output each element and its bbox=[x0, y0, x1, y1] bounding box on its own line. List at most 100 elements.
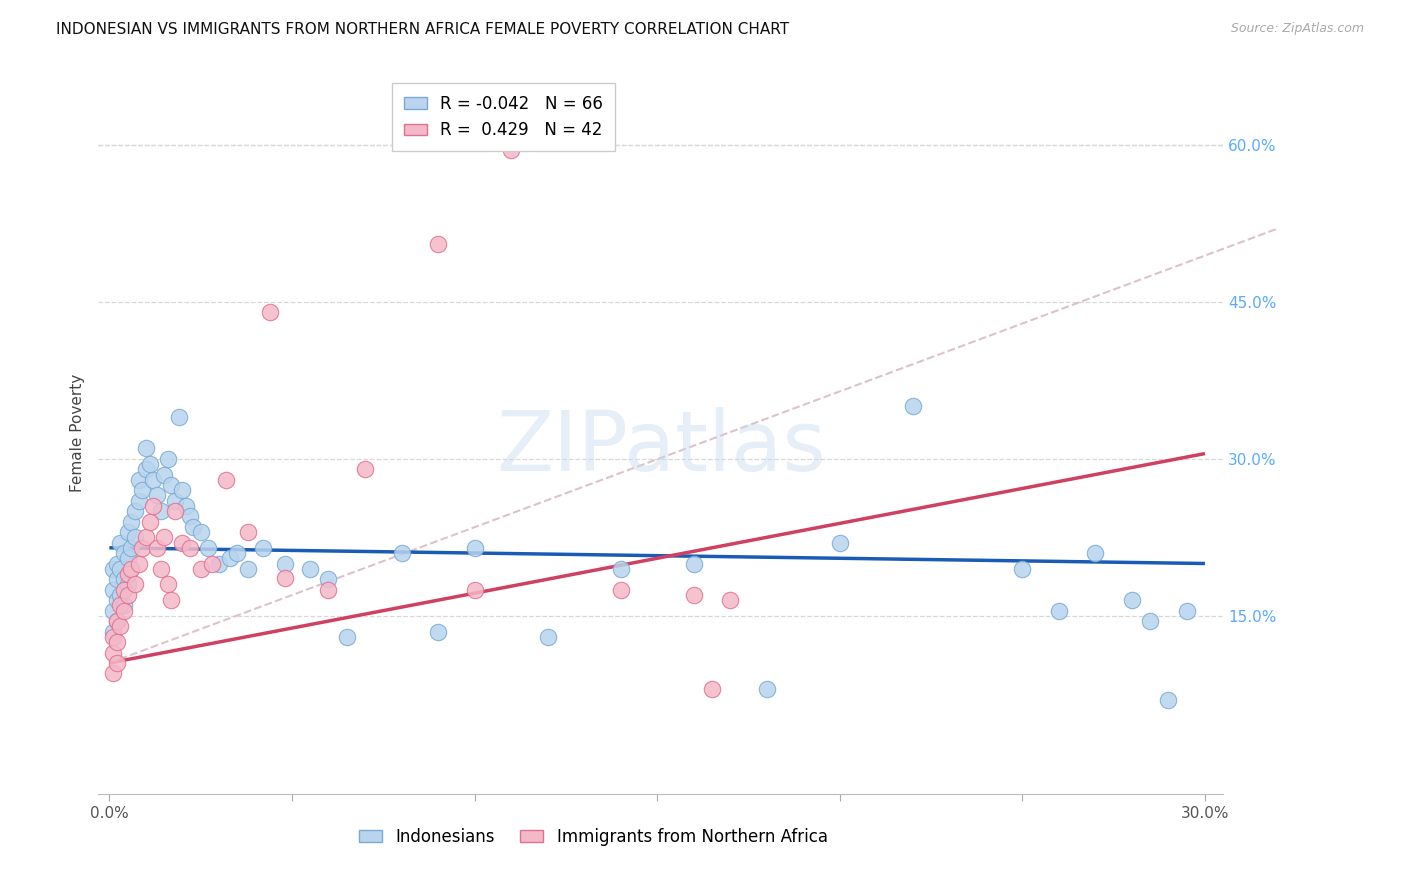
Point bbox=[120, 541, 142, 555]
Point bbox=[135, 462, 157, 476]
Point bbox=[117, 551, 139, 566]
Point bbox=[101, 630, 124, 644]
Point bbox=[172, 535, 194, 549]
Point bbox=[299, 562, 322, 576]
Point bbox=[110, 588, 132, 602]
Point bbox=[165, 493, 187, 508]
Point bbox=[124, 577, 146, 591]
Point bbox=[427, 237, 450, 252]
Point bbox=[536, 630, 558, 644]
Point bbox=[174, 499, 197, 513]
Point bbox=[236, 562, 259, 576]
Point bbox=[165, 504, 187, 518]
Point bbox=[755, 682, 778, 697]
Text: INDONESIAN VS IMMIGRANTS FROM NORTHERN AFRICA FEMALE POVERTY CORRELATION CHART: INDONESIAN VS IMMIGRANTS FROM NORTHERN A… bbox=[56, 22, 789, 37]
Point bbox=[117, 566, 139, 581]
Point bbox=[105, 614, 128, 628]
Point bbox=[391, 546, 413, 560]
Point bbox=[901, 400, 924, 414]
Point bbox=[120, 562, 142, 576]
Point bbox=[160, 478, 183, 492]
Point bbox=[1175, 604, 1198, 618]
Point bbox=[117, 577, 139, 591]
Point bbox=[828, 535, 851, 549]
Point bbox=[105, 557, 128, 571]
Point bbox=[131, 541, 153, 555]
Point bbox=[146, 488, 169, 502]
Point bbox=[101, 666, 124, 681]
Point bbox=[609, 562, 631, 576]
Point bbox=[138, 515, 160, 529]
Point bbox=[215, 473, 238, 487]
Point bbox=[105, 635, 128, 649]
Point bbox=[197, 541, 219, 555]
Point bbox=[201, 557, 224, 571]
Point bbox=[427, 624, 450, 639]
Point bbox=[226, 546, 249, 560]
Point bbox=[142, 499, 165, 513]
Point bbox=[128, 557, 150, 571]
Point bbox=[117, 588, 139, 602]
Point bbox=[236, 525, 259, 540]
Point bbox=[273, 557, 295, 571]
Point bbox=[208, 557, 231, 571]
Point bbox=[112, 604, 135, 618]
Point bbox=[318, 582, 340, 597]
Text: ZIPatlas: ZIPatlas bbox=[496, 407, 825, 488]
Point bbox=[105, 572, 128, 586]
Point bbox=[112, 599, 135, 613]
Point bbox=[190, 562, 212, 576]
Point bbox=[273, 571, 295, 585]
Point bbox=[112, 572, 135, 586]
Point bbox=[105, 593, 128, 607]
Point bbox=[149, 504, 172, 518]
Point bbox=[183, 520, 205, 534]
Point bbox=[146, 541, 169, 555]
Point bbox=[138, 457, 160, 471]
Point bbox=[101, 604, 124, 618]
Text: Source: ZipAtlas.com: Source: ZipAtlas.com bbox=[1230, 22, 1364, 36]
Point bbox=[336, 630, 359, 644]
Point bbox=[464, 582, 486, 597]
Point bbox=[110, 535, 132, 549]
Y-axis label: Female Poverty: Female Poverty bbox=[69, 374, 84, 491]
Point bbox=[124, 530, 146, 544]
Point bbox=[153, 530, 176, 544]
Point bbox=[105, 656, 128, 670]
Point bbox=[112, 582, 135, 597]
Point bbox=[172, 483, 194, 498]
Point bbox=[718, 593, 741, 607]
Point bbox=[160, 593, 183, 607]
Point bbox=[117, 525, 139, 540]
Point bbox=[101, 582, 124, 597]
Point bbox=[131, 483, 153, 498]
Point bbox=[135, 442, 157, 456]
Point bbox=[682, 557, 704, 571]
Point bbox=[142, 473, 165, 487]
Point bbox=[1084, 546, 1107, 560]
Point bbox=[501, 143, 523, 157]
Point bbox=[682, 588, 704, 602]
Point bbox=[128, 493, 150, 508]
Point bbox=[464, 541, 486, 555]
Point bbox=[318, 572, 340, 586]
Point bbox=[167, 409, 190, 424]
Point bbox=[153, 467, 176, 482]
Point bbox=[1139, 614, 1161, 628]
Point bbox=[1011, 562, 1033, 576]
Point bbox=[110, 599, 132, 613]
Point bbox=[110, 619, 132, 633]
Point bbox=[149, 562, 172, 576]
Point bbox=[101, 562, 124, 576]
Point bbox=[101, 624, 124, 639]
Point bbox=[700, 682, 723, 697]
Point bbox=[105, 614, 128, 628]
Point bbox=[1047, 604, 1070, 618]
Legend: Indonesians, Immigrants from Northern Africa: Indonesians, Immigrants from Northern Af… bbox=[350, 820, 837, 855]
Point bbox=[354, 462, 377, 476]
Point bbox=[156, 577, 179, 591]
Point bbox=[259, 305, 281, 319]
Point bbox=[1157, 692, 1180, 706]
Point bbox=[1121, 593, 1143, 607]
Point bbox=[609, 582, 631, 597]
